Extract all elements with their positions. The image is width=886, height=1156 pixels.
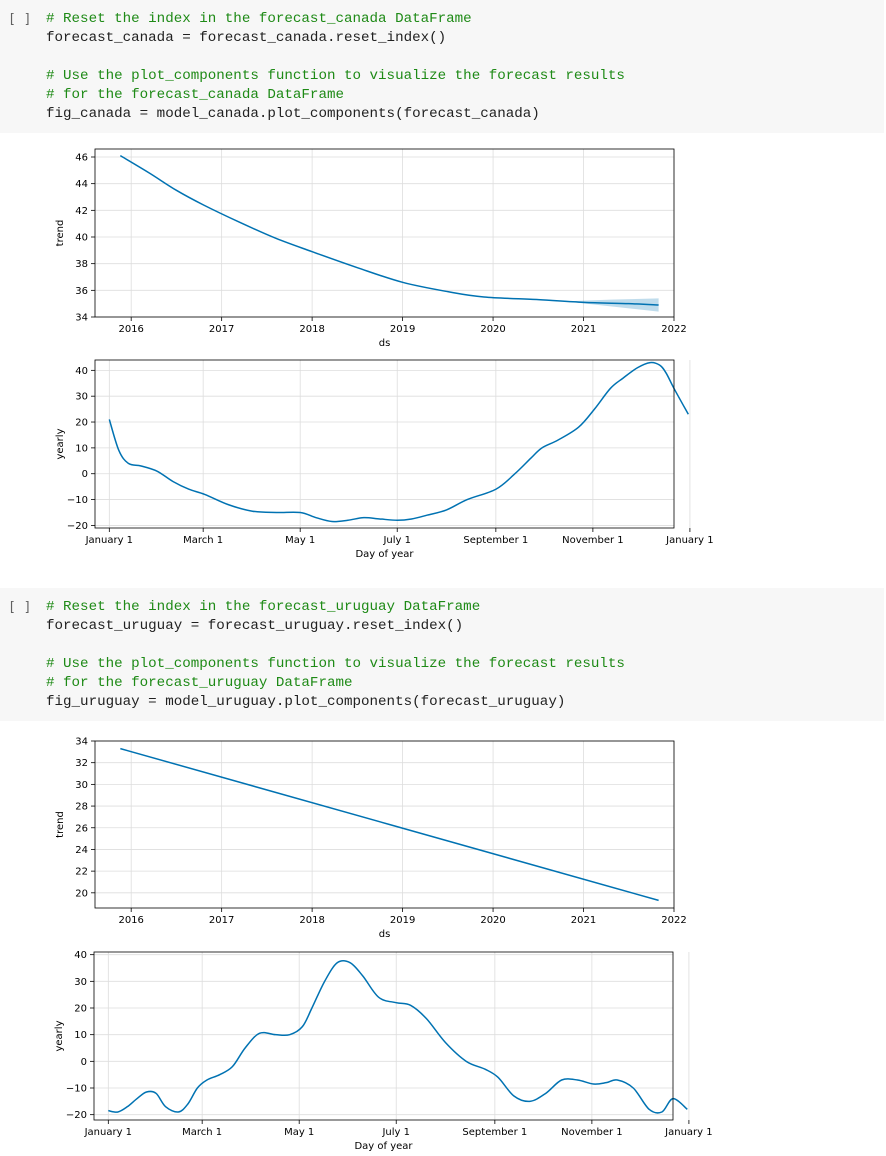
y-tick-label: 26 [75, 823, 88, 834]
x-tick-label: 2019 [390, 915, 415, 926]
code-line: # Use the plot_components function to vi… [46, 68, 625, 84]
uruguay-yearly-plot: January 1 March 1 May 1 July 1 September 1 No… [54, 950, 713, 1152]
y-tick-label: 30 [74, 977, 87, 988]
code-editor[interactable]: # Reset the index in the forecast_urugua… [46, 598, 625, 712]
run-cell-button[interactable]: [ ] [8, 12, 32, 27]
canada-trend-line [119, 155, 659, 306]
y-tick-label: 24 [75, 845, 88, 856]
y-tick-label: 46 [75, 153, 88, 164]
x-tick-label: 2017 [209, 915, 234, 926]
x-tick-label: November 1 [561, 1127, 623, 1138]
y-tick-label: 0 [81, 1057, 87, 1068]
uncertainty-band [574, 298, 659, 312]
x-tick-label: 2018 [299, 915, 324, 926]
axes-frame [93, 951, 674, 1121]
y-tick-label: 34 [75, 737, 88, 748]
y-tick-label: −10 [66, 1084, 87, 1095]
x-tick-label: January 1 [84, 1127, 132, 1138]
y-tick-label: 28 [75, 802, 88, 813]
x-tick-label: May 1 [285, 535, 315, 546]
axes-frame [94, 740, 675, 909]
x-tick-label: 2019 [390, 324, 415, 335]
y-tick-label: 32 [75, 758, 88, 769]
code-line [46, 636, 625, 655]
code-line: # Reset the index in the forecast_urugua… [46, 599, 481, 615]
code-line: # Use the plot_components function to vi… [46, 656, 625, 672]
y-tick-label: 20 [75, 418, 88, 429]
y-tick-label: 42 [75, 206, 88, 217]
x-tick-label: May 1 [284, 1127, 314, 1138]
y-tick-label: 30 [75, 392, 88, 403]
code-cell-uruguay[interactable]: [ ] # Reset the index in the forecast_ur… [0, 588, 884, 721]
canada-yearly-line [108, 361, 689, 523]
x-axis-label: Day of year [355, 549, 414, 560]
y-axis-label: yearly [55, 428, 66, 459]
x-tick-label: 2016 [118, 324, 143, 335]
run-cell-button[interactable]: [ ] [8, 600, 32, 615]
x-tick-label: 2020 [480, 324, 505, 335]
x-axis-label: ds [379, 929, 391, 940]
y-axis-label: yearly [54, 1020, 65, 1051]
y-tick-label: 20 [74, 1004, 87, 1015]
y-tick-label: 10 [75, 443, 88, 454]
code-line: forecast_canada = forecast_canada.reset_… [46, 30, 447, 46]
uruguay-trend-plot: 2016 2017 2018 2019 2020 2021 2022202224262830… [55, 737, 687, 941]
y-tick-label: 40 [75, 366, 88, 377]
x-tick-label: January 1 [85, 535, 133, 546]
uruguay-yearly-line [108, 959, 688, 1114]
x-tick-label: July 1 [381, 1127, 410, 1138]
code-line: # Reset the index in the forecast_canada… [46, 11, 472, 27]
x-tick-label: September 1 [463, 535, 528, 546]
y-tick-label: 20 [75, 888, 88, 899]
y-tick-label: −10 [67, 495, 88, 506]
x-tick-label: 2022 [661, 915, 686, 926]
x-tick-label: 2016 [118, 915, 143, 926]
canada-trend-plot: 2016 2017 2018 2019 2020 2021 2022 34 36 38 40 42 44… [55, 148, 687, 349]
uruguay-trend-line [120, 747, 659, 902]
y-tick-label: 30 [75, 780, 88, 791]
x-tick-label: 2021 [571, 324, 596, 335]
code-cell-canada[interactable]: [ ] # Reset the index in the forecast_ca… [0, 0, 884, 133]
code-line: # for the forecast_canada DataFrame [46, 87, 344, 103]
x-tick-label: 2018 [299, 324, 324, 335]
y-tick-label: 22 [75, 867, 88, 878]
y-axis-label: trend [55, 220, 66, 247]
code-line: fig_canada = model_canada.plot_component… [46, 106, 540, 122]
code-line: fig_uruguay = model_uruguay.plot_compone… [46, 694, 566, 710]
y-tick-label: 40 [74, 950, 87, 961]
y-tick-label: 38 [75, 259, 88, 270]
x-tick-label: 2017 [209, 324, 234, 335]
x-axis-label: ds [379, 338, 391, 349]
y-tick-label: 34 [75, 313, 88, 324]
canada-yearly-plot: January 1 March 1 May 1 July 1 September 1 No… [55, 359, 714, 560]
y-tick-label: 44 [75, 179, 88, 190]
y-tick-label: 10 [74, 1030, 87, 1041]
x-tick-label: November 1 [562, 535, 624, 546]
code-line: # for the forecast_uruguay DataFrame [46, 675, 353, 691]
y-tick-label: 0 [82, 469, 88, 480]
x-tick-label: January 1 [665, 535, 713, 546]
y-axis-label: trend [55, 811, 66, 838]
x-axis-label: Day of year [354, 1141, 413, 1152]
y-tick-label: −20 [66, 1110, 87, 1121]
x-tick-label: July 1 [382, 535, 411, 546]
axes-frame [94, 148, 675, 318]
x-tick-label: 2021 [571, 915, 596, 926]
x-tick-label: March 1 [182, 1127, 222, 1138]
axes-frame [94, 359, 675, 529]
code-line: forecast_uruguay = forecast_uruguay.rese… [46, 618, 464, 634]
x-tick-label: January 1 [664, 1127, 712, 1138]
x-tick-label: September 1 [462, 1127, 527, 1138]
y-tick-label: −20 [67, 521, 88, 532]
y-tick-label: 36 [75, 286, 88, 297]
x-tick-label: 2020 [480, 915, 505, 926]
code-editor[interactable]: # Reset the index in the forecast_canada… [46, 10, 625, 124]
x-tick-label: March 1 [183, 535, 223, 546]
x-tick-label: 2022 [661, 324, 686, 335]
y-tick-label: 40 [75, 233, 88, 244]
